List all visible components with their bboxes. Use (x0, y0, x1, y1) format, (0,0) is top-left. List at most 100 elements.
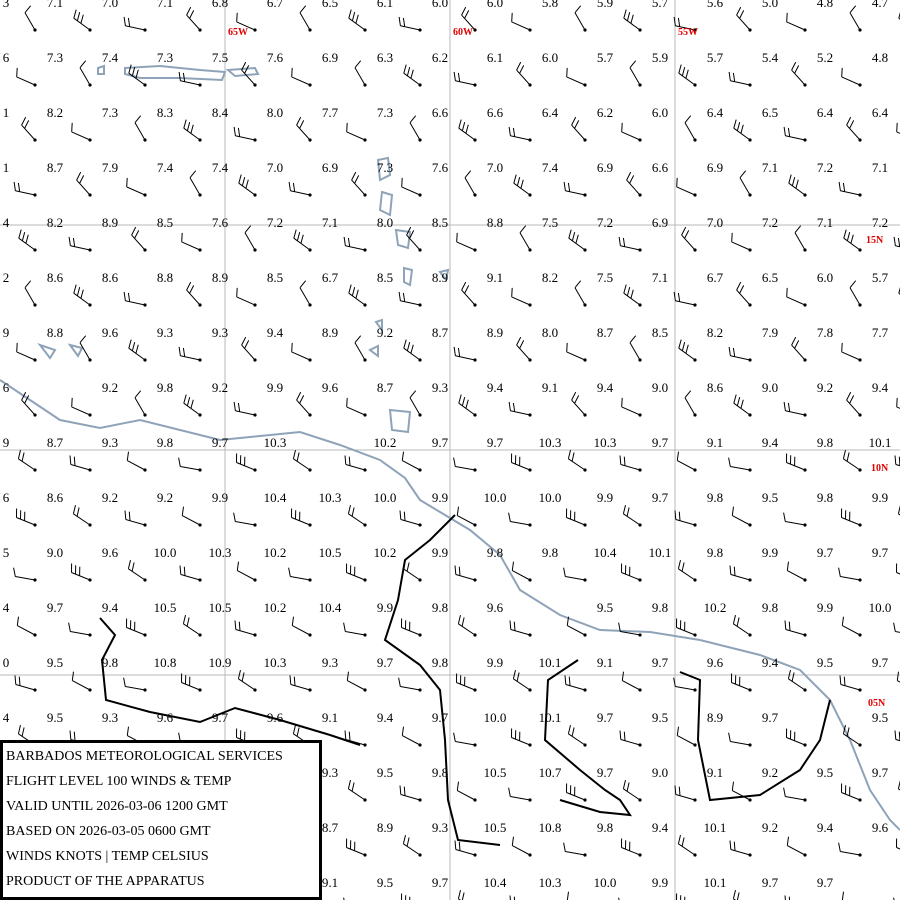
border (679, 671, 831, 802)
wind-barb (728, 346, 751, 361)
wind-barb (299, 280, 311, 306)
wind-barb (233, 126, 256, 141)
barb-station (198, 303, 202, 307)
island (124, 64, 227, 82)
barb-station (693, 303, 697, 307)
barb-station (418, 468, 422, 472)
temperature: 6.1 (487, 50, 503, 65)
barb-station (803, 413, 807, 417)
temperature: 6.0 (487, 0, 503, 10)
wind-barb (71, 671, 91, 691)
barb-station (528, 303, 532, 307)
wind-barb (618, 236, 641, 251)
barb-station (748, 688, 752, 692)
barb-station (253, 633, 257, 637)
barb-station (33, 523, 37, 527)
barb-station (418, 248, 422, 252)
wind-barb (567, 724, 586, 746)
border (543, 659, 633, 817)
barb-station (253, 358, 257, 362)
temperature: 10.2 (374, 545, 397, 560)
barb-station (143, 358, 147, 362)
temperature: 7.2 (597, 215, 613, 230)
barb-station (198, 468, 202, 472)
temperature: 9.7 (762, 875, 779, 890)
wind-barb (783, 512, 806, 526)
temperature: 10.8 (154, 655, 177, 670)
wind-barb (17, 449, 36, 471)
temperature: 10.1 (539, 655, 562, 670)
barb-station (88, 468, 92, 472)
wind-barb (786, 728, 806, 746)
border (383, 514, 501, 846)
wind-barb (618, 897, 620, 900)
temperature: 9.2 (817, 380, 833, 395)
barb-station (363, 83, 367, 87)
wind-barb (508, 787, 531, 801)
barb-station (638, 83, 642, 87)
barb-station (528, 798, 532, 802)
wind-barb (398, 677, 421, 691)
barb-station (528, 468, 532, 472)
barb-station (363, 193, 367, 197)
barb-station (198, 193, 202, 197)
temperature: 10.1 (649, 545, 672, 560)
barb-station (88, 523, 92, 527)
temperature: 10.2 (704, 600, 727, 615)
info-line: FLIGHT LEVEL 100 WINDS & TEMP (6, 774, 232, 789)
wind-barb (574, 5, 586, 31)
barb-station (143, 193, 147, 197)
barb-station (88, 578, 92, 582)
edge-temperature: 6 (3, 50, 10, 65)
temperature: 8.9 (212, 270, 228, 285)
temperature: 6.0 (652, 105, 668, 120)
wind-barb (786, 561, 806, 581)
barb-station (583, 248, 587, 252)
wind-barb (673, 291, 696, 306)
temperature: 5.9 (597, 0, 613, 10)
temperature: 6.6 (487, 105, 504, 120)
barb-station (308, 303, 312, 307)
wind-barb (351, 171, 366, 196)
temperature: 8.2 (707, 325, 723, 340)
wind-barb (673, 16, 696, 31)
wind-barb (566, 67, 586, 86)
wind-barb (511, 836, 531, 856)
wind-barb (786, 12, 806, 31)
wind-barb (289, 675, 311, 691)
wind-barb (896, 838, 900, 850)
temperature: 9.7 (432, 435, 449, 450)
wind-barb (456, 506, 476, 526)
barb-station (198, 523, 202, 527)
barb-station (198, 28, 202, 32)
barb-station (583, 578, 587, 582)
wind-barb (186, 281, 201, 306)
temperature: 9.5 (872, 710, 888, 725)
temperature: 9.3 (102, 710, 118, 725)
temperature: 5.6 (707, 0, 724, 10)
temperature: 9.9 (817, 600, 833, 615)
barb-station (418, 358, 422, 362)
wind-barb (733, 394, 751, 416)
barb-station (803, 578, 807, 582)
wind-barb (678, 64, 696, 86)
temperature: 9.7 (872, 765, 889, 780)
barb-station (308, 413, 312, 417)
wind-barb (296, 391, 311, 416)
temperature: 8.2 (542, 270, 558, 285)
wind-barb (729, 840, 751, 856)
temperature: 6.0 (542, 50, 558, 65)
temperature: 6.8 (212, 0, 228, 10)
wind-barb (621, 671, 641, 691)
temperature: 7.6 (432, 160, 449, 175)
barb-station (583, 303, 587, 307)
wind-barb (456, 232, 476, 251)
temperature: 7.7 (872, 325, 889, 340)
wind-barb (841, 783, 861, 801)
temperature-labels: 3 7.1 7.0 7.1 6.8 6.7 6.5 6.1 6.0 6.0 5.8 5.9 5.7 5.6… (3, 0, 892, 890)
wind-barb (621, 563, 641, 581)
barb-station (33, 358, 37, 362)
barb-station (638, 798, 642, 802)
wind-barb (402, 559, 421, 581)
barb-station (88, 688, 92, 692)
